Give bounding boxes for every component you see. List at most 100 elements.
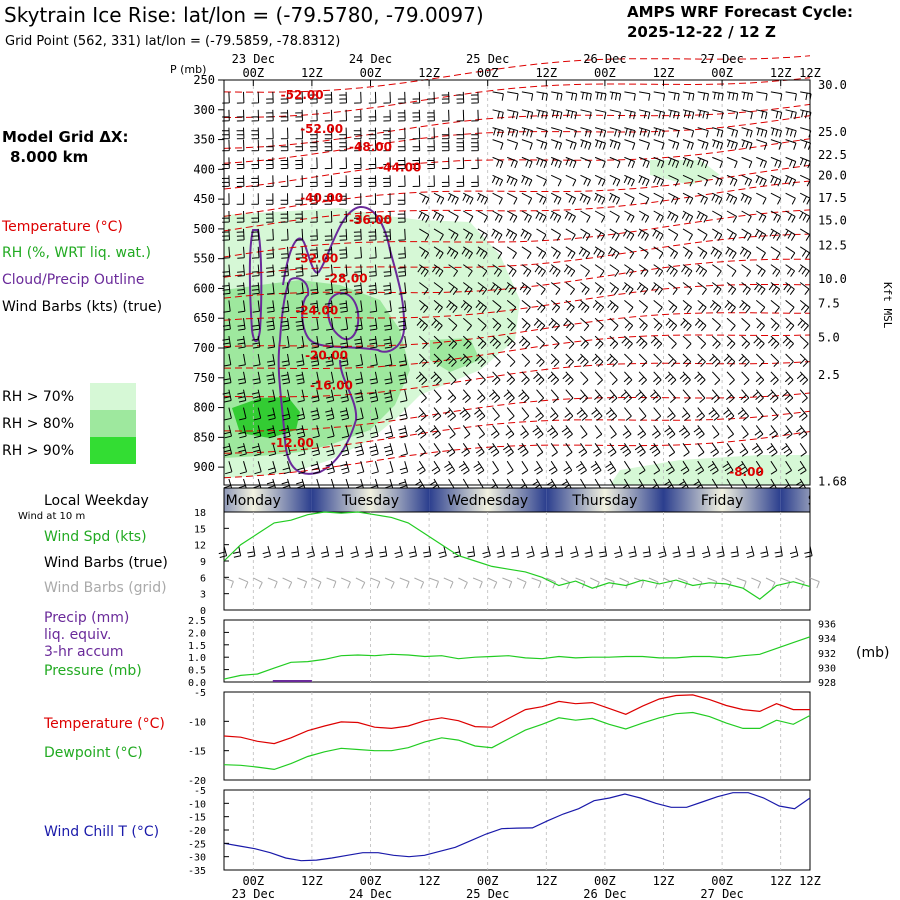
- wind-barb: [536, 389, 545, 403]
- wind-barb: [653, 407, 662, 421]
- wind-barb: [295, 264, 304, 277]
- wind-barb: [726, 139, 738, 150]
- wind-barb: [554, 545, 563, 558]
- wind-barb: [383, 210, 391, 223]
- wind-barb: [266, 228, 274, 241]
- wind-barb: [578, 246, 591, 259]
- wind-barb: [740, 389, 750, 403]
- wind-barb: [521, 210, 532, 223]
- y-tick: 3: [200, 590, 206, 601]
- wind-barb: [785, 460, 793, 475]
- wind-barb: [593, 246, 605, 259]
- wind-barb: [711, 317, 721, 332]
- wind-barb: [591, 407, 603, 421]
- y-tick: 0.5: [188, 666, 206, 677]
- wind-barb: [296, 353, 305, 367]
- wind-barb: [253, 407, 262, 421]
- wind-barb: [653, 246, 664, 259]
- wind-barb: [492, 353, 501, 367]
- wind-barb: [653, 317, 663, 332]
- wind-barb: [697, 335, 707, 350]
- wind-barb: [505, 228, 518, 241]
- time-height-panel: -52.00 -52.00 -48.00 -44.00 -40.00 -36.00 -32.…: [170, 52, 894, 493]
- wind-barb: [456, 91, 465, 104]
- wind-barb: [809, 577, 820, 589]
- wind-barb: [754, 282, 766, 295]
- wind-barb: [429, 425, 441, 439]
- legend-dewpoint-line: Dewpoint (°C): [44, 745, 143, 761]
- wind-barb: [339, 407, 350, 421]
- wind-barb: [576, 407, 588, 421]
- wind-barb: [461, 443, 471, 457]
- wind-barb: [565, 174, 577, 187]
- wind-barb: [364, 545, 374, 558]
- wind-barb: [679, 371, 691, 386]
- wind-barb: [415, 425, 427, 439]
- cloud-outline-main: [277, 205, 406, 475]
- wind-barb: [295, 318, 305, 331]
- wind-barb: [368, 336, 378, 349]
- wind-barb: [682, 127, 695, 138]
- wind-barb: [609, 91, 622, 101]
- wind-barb: [510, 545, 520, 558]
- wind-barb: [578, 300, 590, 314]
- wind-barb: [697, 246, 708, 259]
- wind-barb: [309, 127, 318, 140]
- wind-barb: [506, 460, 514, 475]
- wind-barb: [222, 91, 230, 104]
- wind-barb: [266, 300, 275, 313]
- top-date-label: 24 Dec: [349, 52, 392, 66]
- wind-barb: [712, 127, 724, 138]
- wind-barb: [412, 127, 421, 140]
- wind-barb: [741, 210, 752, 223]
- wind-barb: [397, 264, 407, 277]
- rh-legend-swatch: [90, 383, 136, 410]
- wind-barb: [694, 317, 707, 332]
- wind-barb: [682, 109, 695, 120]
- bottom-time-tick: 00Z: [711, 874, 733, 888]
- wind-barb: [462, 389, 471, 403]
- wind-barb: [739, 300, 751, 314]
- wind-barb: [785, 300, 795, 314]
- wind-barb: [781, 389, 794, 403]
- bottom-time-tick: 12Z: [653, 874, 675, 888]
- wind-barb: [353, 228, 362, 241]
- wind-barb: [536, 353, 545, 367]
- height-tick: 25.0: [818, 125, 847, 139]
- wind-barb: [565, 192, 577, 205]
- wind-barb: [414, 577, 425, 589]
- pressure-y2-tick: 934: [818, 634, 836, 645]
- wind-barb: [668, 139, 680, 150]
- wind-barb: [280, 246, 289, 259]
- temperature-contour-label: -20.00: [305, 348, 348, 362]
- wind-barb: [339, 228, 348, 241]
- rh-legend-swatch: [90, 410, 136, 437]
- wind-barb: [325, 407, 335, 421]
- height-tick: 2.5: [818, 368, 840, 382]
- wind-barb: [266, 371, 276, 385]
- wind-barb: [368, 282, 377, 295]
- wind-barb: [755, 300, 766, 314]
- wind-barb: [584, 545, 593, 558]
- wind-barb: [223, 425, 232, 439]
- wind-barb: [565, 246, 576, 259]
- wind-barb: [419, 192, 430, 205]
- wind-barb: [222, 157, 230, 170]
- wind-barb: [521, 264, 532, 277]
- wind-barb: [592, 353, 604, 367]
- wind-speed-panel: 18 15 12 9 6 3 0: [194, 508, 820, 617]
- legend-wind-barbs-true: Wind Barbs (true): [44, 555, 168, 571]
- wind-barb: [310, 282, 319, 295]
- wind-barb: [251, 336, 261, 349]
- wind-barb: [490, 425, 500, 439]
- wind-barb: [798, 407, 808, 421]
- wind-barb: [369, 389, 379, 403]
- wind-barb: [379, 545, 388, 558]
- wind-barb: [638, 264, 649, 277]
- wind-barb: [281, 353, 290, 367]
- wind-barb: [505, 282, 517, 295]
- wind-barb: [224, 407, 232, 421]
- wind-barb: [756, 139, 768, 150]
- wind-barb: [267, 353, 276, 367]
- wind-barb: [310, 461, 321, 475]
